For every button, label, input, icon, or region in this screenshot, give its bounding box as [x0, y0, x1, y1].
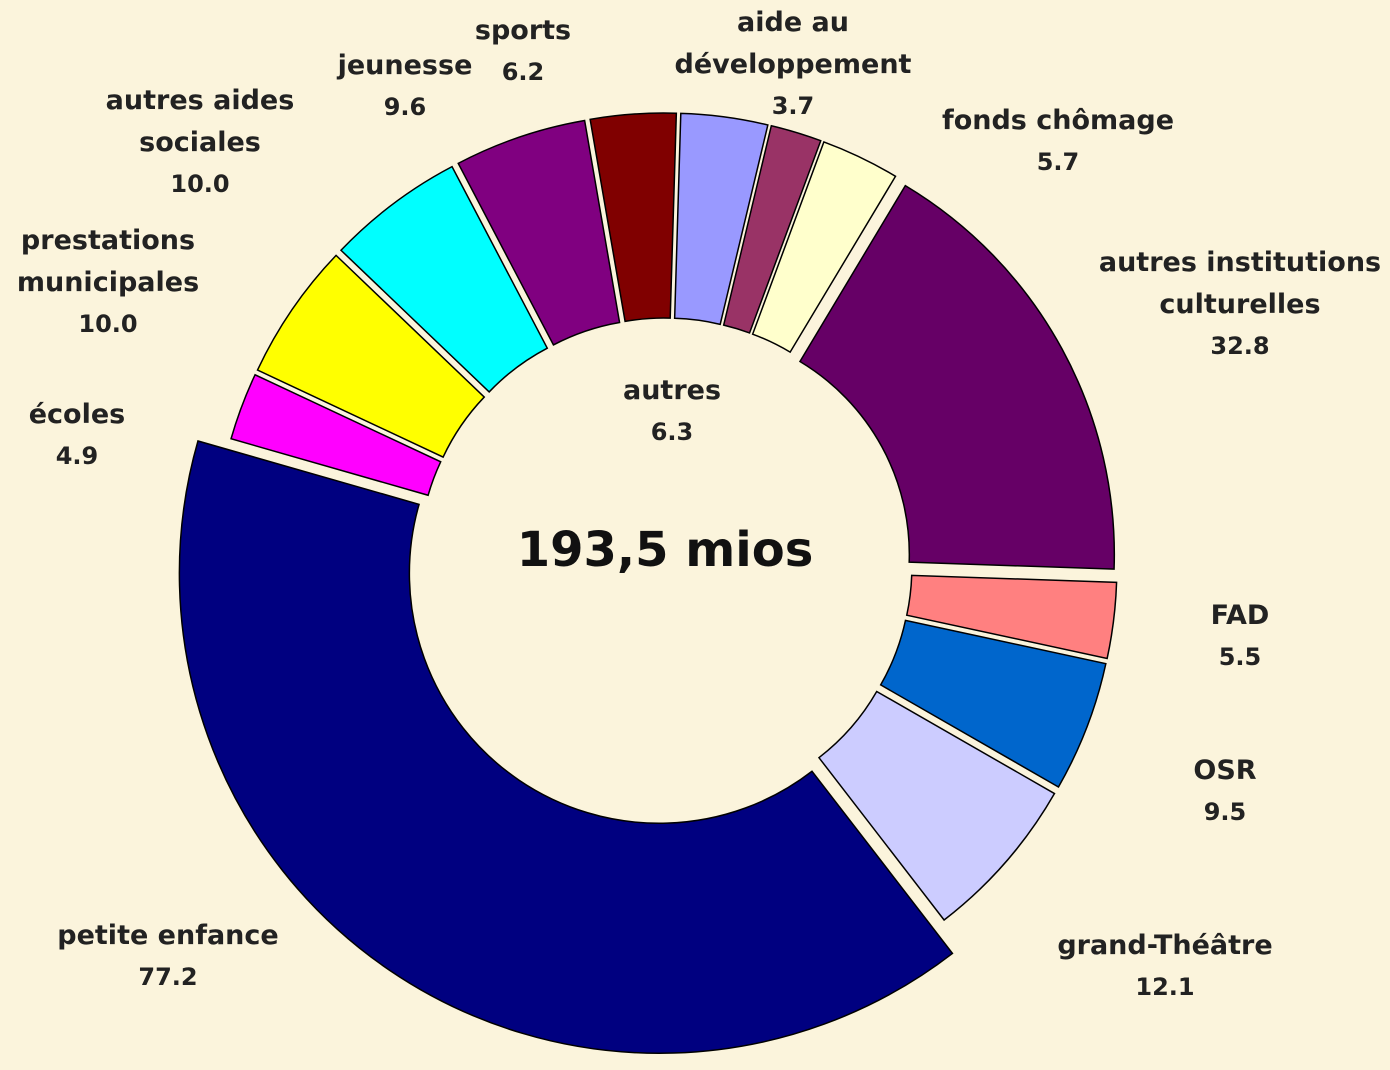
donut-segment	[589, 112, 678, 323]
segment-label: fonds chômage 5.7	[918, 100, 1198, 182]
category-label: écoles	[28, 399, 126, 430]
value-label: 9.6	[383, 93, 427, 121]
segment-label: FAD 5.5	[1180, 595, 1300, 677]
donut-segment	[457, 119, 621, 346]
donut-segment	[339, 165, 549, 393]
segment-label: OSR 9.5	[1165, 750, 1285, 832]
segment-label: petite enfance 77.2	[28, 915, 308, 997]
segment-label: grand-Théâtre 12.1	[1035, 925, 1295, 1007]
segment-label: prestations municipales 10.0	[3, 220, 213, 344]
value-label: 32.8	[1210, 332, 1270, 360]
donut-segment	[817, 690, 1056, 922]
category-label: OSR	[1193, 755, 1257, 786]
donut-segment	[673, 112, 769, 326]
category-label: autres	[622, 375, 722, 406]
category-label: jeunesse	[337, 50, 473, 81]
category-label: FAD	[1210, 600, 1270, 631]
category-label: aide au développement	[674, 7, 912, 80]
category-label: autres aides sociales	[105, 85, 295, 158]
value-label: 3.7	[771, 92, 815, 120]
value-label: 6.2	[501, 58, 545, 86]
segment-label: autres institutions culturelles 32.8	[1085, 242, 1390, 366]
value-label: 6.3	[650, 418, 694, 446]
value-label: 4.9	[55, 442, 99, 470]
value-label: 5.5	[1218, 643, 1262, 671]
donut-segment	[230, 373, 442, 497]
segment-label: sports 6.2	[453, 10, 593, 92]
category-label: prestations municipales	[16, 225, 200, 298]
total-label: 193,5 mios	[516, 522, 814, 578]
donut-segment	[722, 124, 822, 334]
donut-segment	[905, 574, 1118, 660]
donut-segment	[178, 440, 954, 1054]
value-label: 10.0	[170, 170, 230, 198]
donut-segment	[798, 184, 1116, 570]
value-label: 5.7	[1036, 148, 1080, 176]
segment-label: aide au développement 3.7	[663, 2, 923, 126]
value-label: 10.0	[78, 310, 138, 338]
category-label: petite enfance	[57, 920, 279, 951]
value-label: 9.5	[1203, 798, 1247, 826]
segment-label: jeunesse 9.6	[325, 45, 485, 127]
category-label: grand-Théâtre	[1057, 930, 1273, 961]
category-label: sports	[474, 15, 572, 46]
donut-segment	[751, 140, 897, 354]
segment-label: autres 6.3	[572, 370, 772, 452]
value-label: 12.1	[1135, 973, 1195, 1001]
category-label: autres institutions culturelles	[1098, 247, 1382, 320]
segment-label: écoles 4.9	[7, 394, 147, 476]
segment-label: autres aides sociales 10.0	[85, 80, 315, 204]
donut-segment	[256, 254, 486, 459]
value-label: 77.2	[138, 963, 198, 991]
category-label: fonds chômage	[941, 105, 1175, 136]
donut-segment	[879, 619, 1107, 788]
